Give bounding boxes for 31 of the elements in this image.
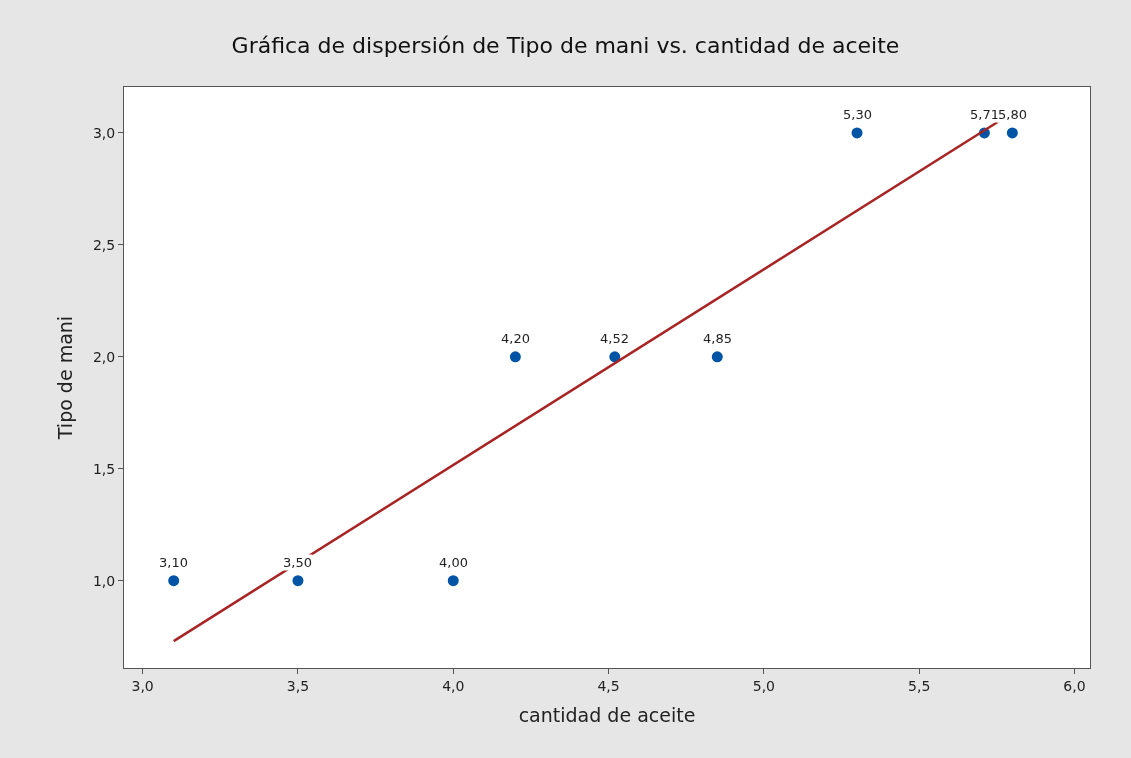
y-tick-label: 1,5	[92, 460, 116, 477]
annotation: 4,00	[439, 555, 468, 570]
point	[609, 351, 621, 363]
x-tick-label: 6,0	[1063, 677, 1086, 694]
x-tick-label: 5,0	[752, 677, 775, 694]
x-tick-label: 4,0	[442, 677, 465, 694]
annotation: 4,52	[600, 331, 629, 346]
point	[509, 351, 521, 363]
x-tick-label: 3,0	[131, 677, 154, 694]
chart-title: Gráfica de dispersión de Tipo de mani vs. cantidad de aceite	[231, 33, 900, 59]
y-axis-title: Tipo de mani	[53, 315, 76, 441]
point	[292, 575, 304, 587]
x-tick-label: 5,5	[908, 677, 931, 694]
annotation: 3,50	[283, 555, 312, 570]
x-tick-label: 3,5	[286, 677, 310, 694]
point	[1006, 127, 1018, 139]
annotation: 4,20	[501, 331, 530, 346]
point	[711, 351, 723, 363]
annotation: 4,85	[703, 331, 732, 346]
y-tick-label: 2,0	[92, 348, 116, 365]
y-tick-label: 2,5	[92, 236, 116, 253]
annotation: 5,71	[970, 107, 999, 122]
y-tick-label: 3,0	[92, 124, 116, 141]
point	[447, 575, 459, 587]
x-tick-label: 4,5	[597, 677, 620, 694]
point	[851, 127, 863, 139]
annotation: 3,10	[159, 555, 188, 570]
x-axis-title: cantidad de aceite	[518, 703, 696, 726]
annotation: 5,30	[843, 107, 872, 122]
y-tick-label: 1,0	[92, 572, 116, 589]
point	[168, 575, 180, 587]
